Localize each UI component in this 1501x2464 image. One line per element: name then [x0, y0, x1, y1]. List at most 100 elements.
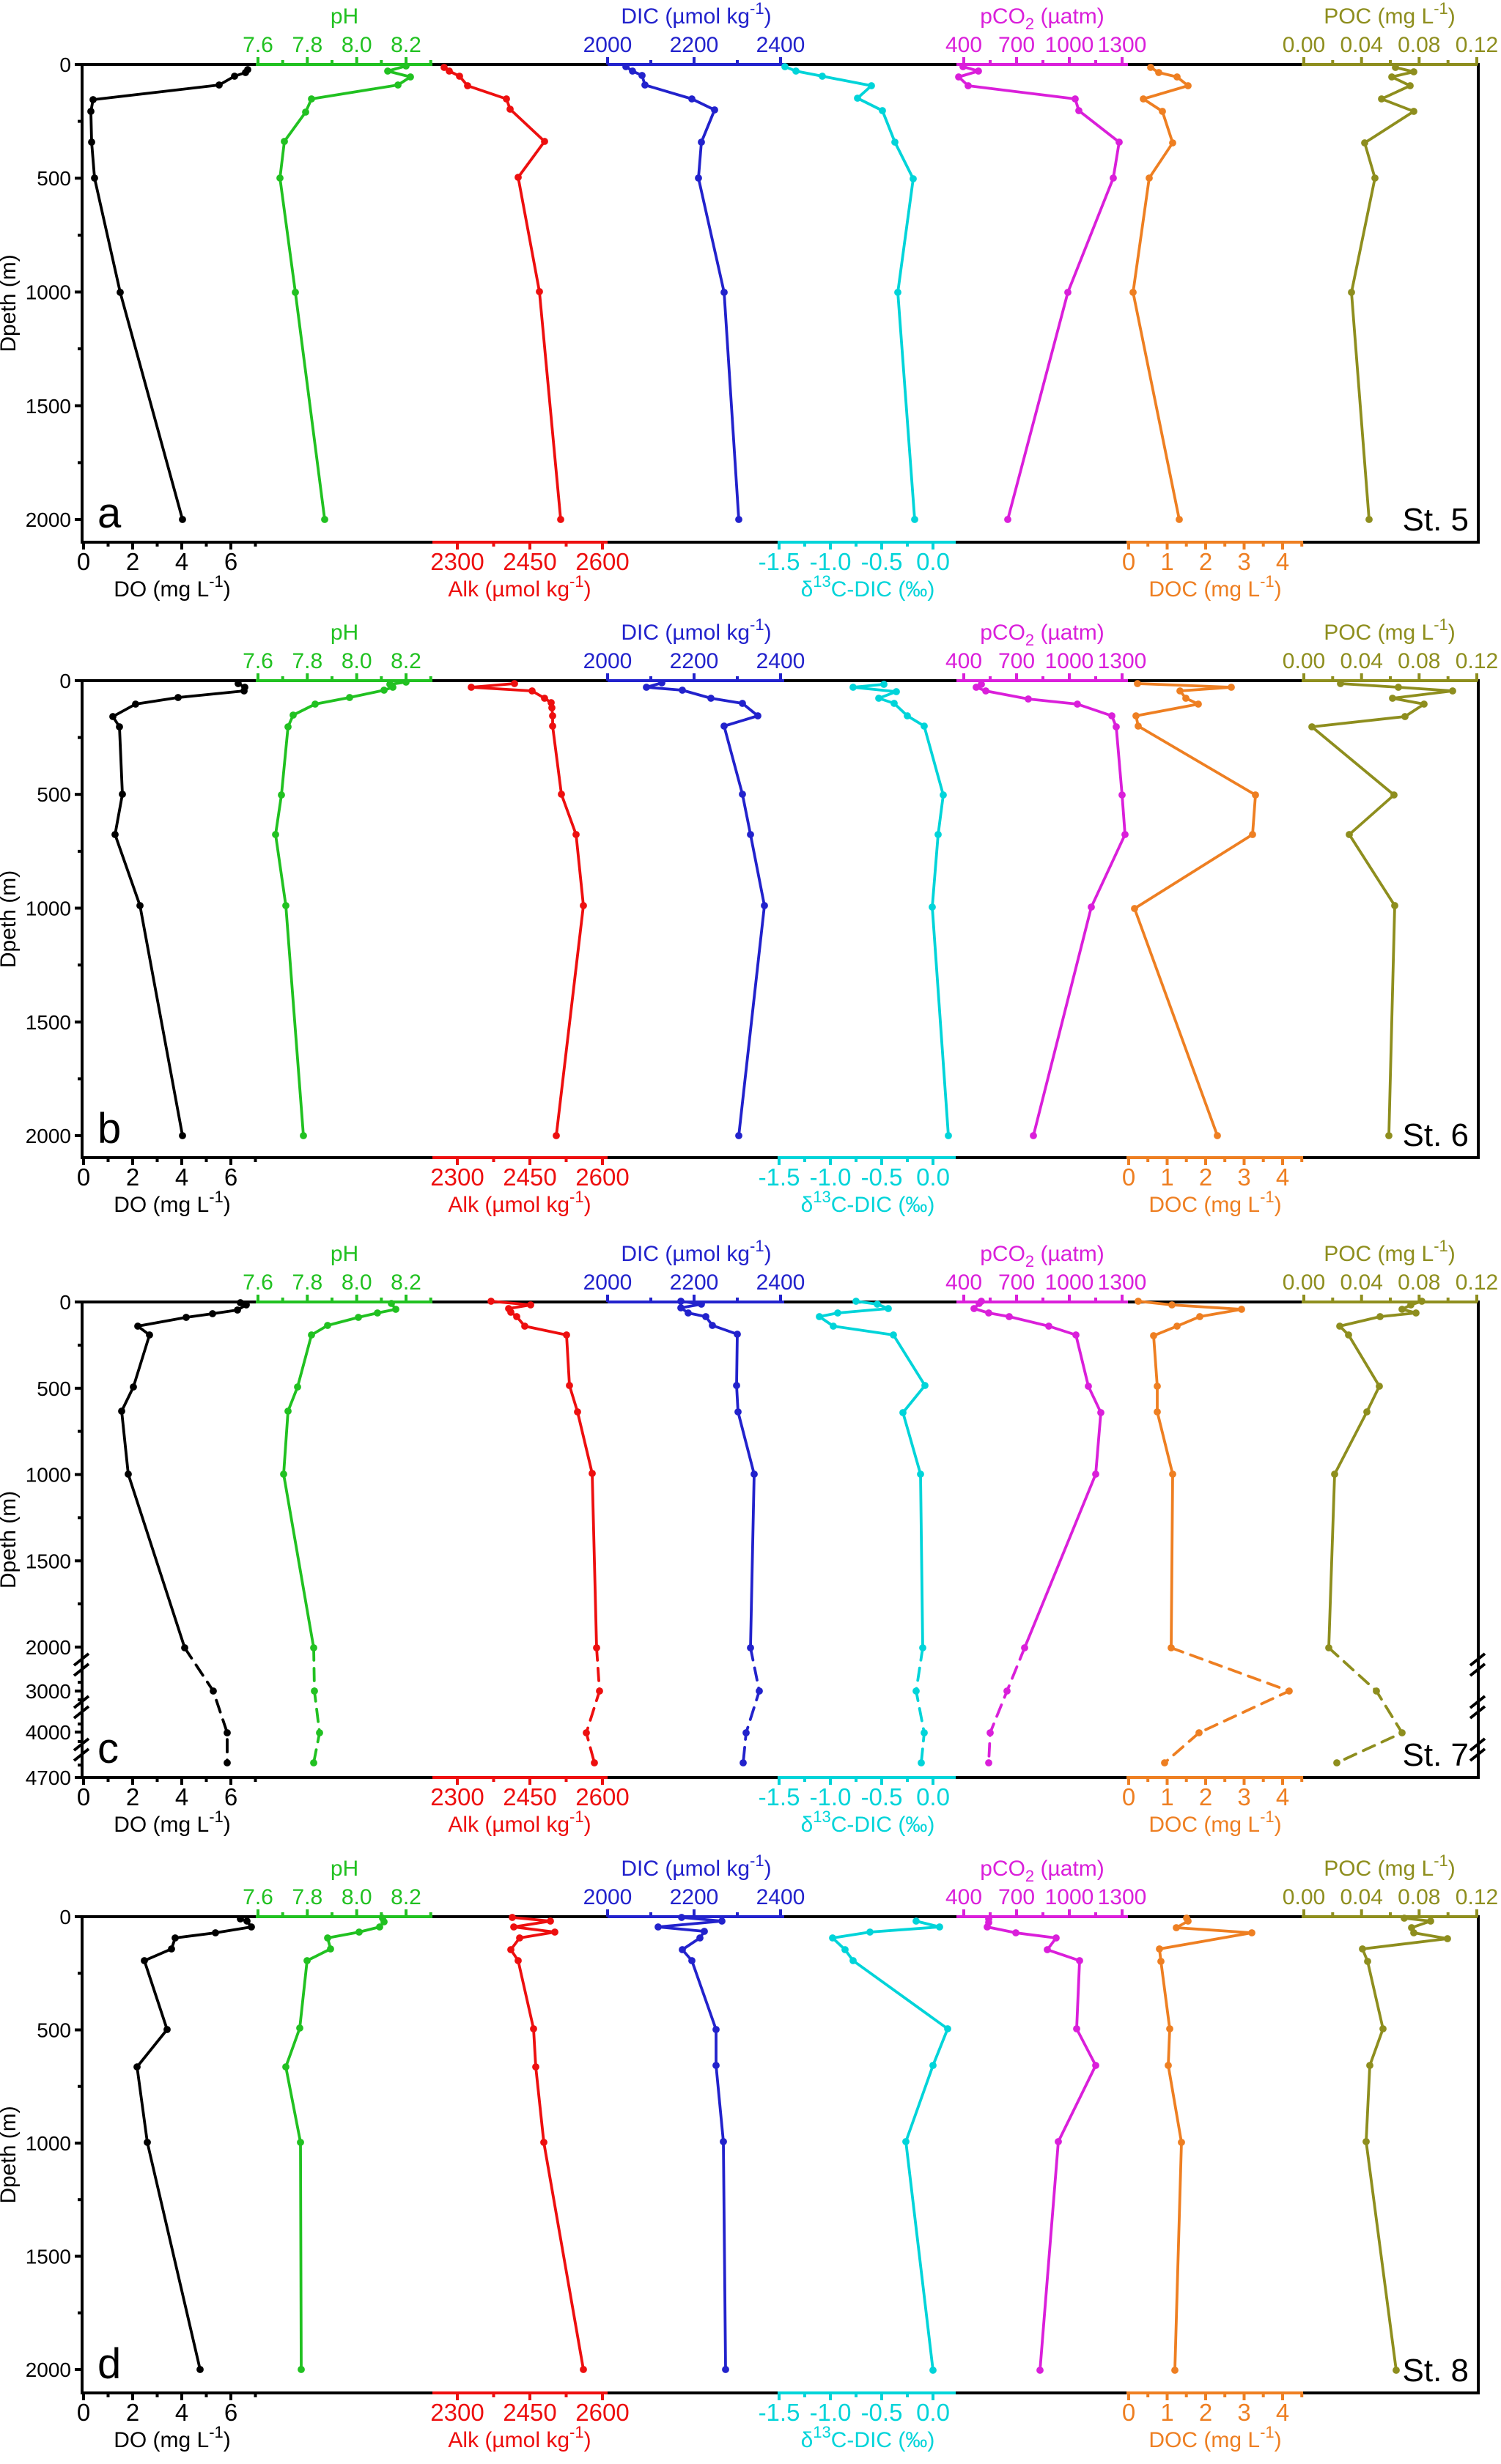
svg-text:POC (mg L-1​): POC (mg L-1​) [1324, 615, 1456, 645]
svg-text:2200: 2200 [670, 1270, 719, 1295]
svg-text:7.6: 7.6 [243, 1885, 273, 1909]
svg-text:7.8: 7.8 [292, 33, 322, 57]
svg-text:1: 1 [1160, 548, 1173, 575]
svg-text:4: 4 [175, 548, 188, 575]
svg-text:0.08: 0.08 [1398, 1270, 1440, 1295]
svg-text:4: 4 [175, 1163, 188, 1191]
svg-text:2300: 2300 [430, 1163, 484, 1191]
svg-text:2400: 2400 [756, 33, 805, 57]
svg-text:2400: 2400 [756, 1885, 805, 1909]
svg-text:0.04: 0.04 [1340, 1885, 1383, 1909]
svg-text:2200: 2200 [670, 1885, 719, 1909]
svg-text:pH: pH [331, 4, 358, 29]
svg-text:d: d [97, 2340, 121, 2388]
svg-text:-1.0: -1.0 [810, 2399, 852, 2426]
svg-text:1000: 1000 [26, 2132, 71, 2155]
svg-text:pCO2​ (µatm): pCO2​ (µatm) [980, 1242, 1104, 1270]
svg-text:1000: 1000 [1045, 1270, 1094, 1295]
svg-text:8.0: 8.0 [342, 649, 372, 673]
svg-text:0: 0 [77, 1783, 90, 1810]
svg-text:6: 6 [224, 548, 237, 575]
svg-text:500: 500 [37, 2019, 71, 2042]
svg-text:2600: 2600 [575, 1163, 629, 1191]
svg-text:-0.5: -0.5 [861, 1163, 903, 1191]
svg-text:Alk (µmol kg-1​): Alk (µmol kg-1​) [448, 1188, 591, 1217]
svg-text:pCO2​ (µatm): pCO2​ (µatm) [980, 621, 1104, 649]
svg-text:7.8: 7.8 [292, 1270, 322, 1295]
svg-text:2200: 2200 [670, 649, 719, 673]
svg-text:1500: 1500 [26, 1550, 71, 1572]
svg-text:8.2: 8.2 [391, 1885, 421, 1909]
svg-text:0.12: 0.12 [1456, 33, 1498, 57]
svg-text:1500: 1500 [26, 1011, 71, 1034]
svg-text:700: 700 [998, 1270, 1035, 1295]
svg-text:0: 0 [1122, 2399, 1135, 2426]
svg-text:1: 1 [1160, 2399, 1173, 2426]
svg-text:2000: 2000 [26, 1125, 71, 1147]
svg-text:2450: 2450 [503, 548, 556, 575]
svg-text:2: 2 [1199, 2399, 1212, 2426]
svg-text:DOC (mg L-1​): DOC (mg L-1​) [1148, 2423, 1281, 2452]
svg-text:Dpeth (m): Dpeth (m) [0, 870, 21, 968]
svg-text:St. 5: St. 5 [1403, 502, 1469, 538]
svg-text:2000: 2000 [583, 649, 633, 673]
svg-text:0.04: 0.04 [1340, 33, 1383, 57]
svg-text:-0.5: -0.5 [861, 548, 903, 575]
svg-text:-1.0: -1.0 [810, 548, 852, 575]
svg-text:1500: 1500 [26, 2246, 71, 2268]
svg-text:0.0: 0.0 [916, 1783, 950, 1810]
svg-text:1300: 1300 [1098, 1270, 1147, 1295]
svg-text:Dpeth (m): Dpeth (m) [0, 2106, 21, 2203]
svg-text:-1.5: -1.5 [759, 2399, 800, 2426]
svg-text:1000: 1000 [1045, 1885, 1094, 1909]
svg-text:2300: 2300 [430, 548, 484, 575]
svg-text:DOC (mg L-1​): DOC (mg L-1​) [1148, 572, 1281, 602]
svg-text:700: 700 [998, 33, 1035, 57]
svg-text:St. 7: St. 7 [1403, 1737, 1469, 1773]
svg-text:c: c [97, 1725, 119, 1772]
svg-text:500: 500 [37, 1377, 71, 1400]
svg-text:0: 0 [77, 1163, 90, 1191]
svg-text:2600: 2600 [575, 1783, 629, 1810]
svg-text:2400: 2400 [756, 1270, 805, 1295]
svg-text:7.6: 7.6 [243, 1270, 273, 1295]
svg-text:4: 4 [175, 2399, 188, 2426]
svg-text:2450: 2450 [503, 1783, 556, 1810]
svg-text:0.04: 0.04 [1340, 649, 1383, 673]
svg-text:DIC (µmol kg-1​): DIC (µmol kg-1​) [621, 1851, 771, 1881]
svg-text:DIC (µmol kg-1​): DIC (µmol kg-1​) [621, 0, 771, 29]
svg-text:0.00: 0.00 [1283, 33, 1325, 57]
svg-text:-1.5: -1.5 [759, 1783, 800, 1810]
svg-text:POC (mg L-1​): POC (mg L-1​) [1324, 0, 1456, 29]
svg-text:pH: pH [331, 1857, 358, 1881]
svg-text:4: 4 [1276, 1783, 1289, 1810]
svg-text:0.00: 0.00 [1283, 1885, 1325, 1909]
svg-text:0.12: 0.12 [1456, 1270, 1498, 1295]
svg-text:2: 2 [126, 548, 139, 575]
svg-text:6: 6 [224, 2399, 237, 2426]
svg-text:2: 2 [1199, 1163, 1212, 1191]
svg-text:1300: 1300 [1098, 33, 1147, 57]
svg-text:Alk (µmol kg-1​): Alk (µmol kg-1​) [448, 572, 591, 602]
svg-text:2450: 2450 [503, 2399, 556, 2426]
svg-text:400: 400 [945, 1885, 982, 1909]
svg-text:-1.5: -1.5 [759, 548, 800, 575]
svg-text:2000: 2000 [26, 508, 71, 531]
svg-text:0.00: 0.00 [1283, 1270, 1325, 1295]
svg-text:8.2: 8.2 [391, 1270, 421, 1295]
svg-text:7.8: 7.8 [292, 649, 322, 673]
svg-text:-1.5: -1.5 [759, 1163, 800, 1191]
svg-text:400: 400 [945, 33, 982, 57]
svg-text:0.0: 0.0 [916, 548, 950, 575]
svg-text:0: 0 [59, 1906, 71, 1928]
svg-text:400: 400 [945, 649, 982, 673]
svg-text:2600: 2600 [575, 2399, 629, 2426]
svg-text:0: 0 [1122, 1163, 1135, 1191]
svg-text:-0.5: -0.5 [861, 1783, 903, 1810]
svg-text:DIC (µmol kg-1​): DIC (µmol kg-1​) [621, 615, 771, 645]
svg-text:St. 8: St. 8 [1403, 2353, 1469, 2389]
svg-text:-0.5: -0.5 [861, 2399, 903, 2426]
svg-text:0.00: 0.00 [1283, 649, 1325, 673]
svg-text:700: 700 [998, 649, 1035, 673]
svg-text:2: 2 [126, 1163, 139, 1191]
